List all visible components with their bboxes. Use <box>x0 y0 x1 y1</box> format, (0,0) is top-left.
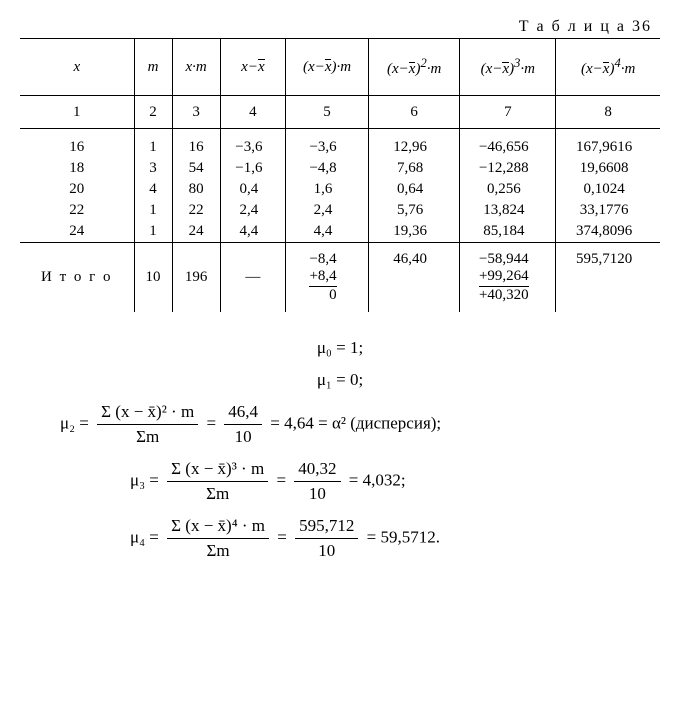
total-c6: 46,40 <box>368 243 459 312</box>
cell: 24 <box>172 221 220 243</box>
table-caption: Т а б л и ц а 36 <box>20 18 660 38</box>
cell: 1 <box>134 129 172 159</box>
cell: 80 <box>172 179 220 200</box>
cell: 19,36 <box>368 221 459 243</box>
cell: 20 <box>20 179 134 200</box>
cell: 22 <box>172 200 220 221</box>
eq-mu3: μ₃ = Σ (x − x̄)³ · mΣm = 40,3210 = 4,032… <box>20 459 660 504</box>
stat-table: x m x·m x−x (x−x)·m (x−x)2·m (x−x)3·m (x… <box>20 38 660 312</box>
cell: −4,8 <box>286 158 369 179</box>
cell: 2,4 <box>220 200 285 221</box>
cell: 3 <box>134 158 172 179</box>
cell: 13,824 <box>460 200 556 221</box>
col-index: 1 <box>20 96 134 129</box>
eq-mu1: μ₁ = 0; <box>20 370 660 390</box>
cell: 0,4 <box>220 179 285 200</box>
formulas-block: μ₀ = 1; μ₁ = 0; μ₂ = Σ (x − x̄)² · mΣm =… <box>20 338 660 561</box>
cell: 5,76 <box>368 200 459 221</box>
cell: 85,184 <box>460 221 556 243</box>
total-label: И т о г о <box>20 243 134 312</box>
col-header: x−x <box>220 39 285 96</box>
cell: 0,256 <box>460 179 556 200</box>
total-m: 10 <box>134 243 172 312</box>
cell: 24 <box>20 221 134 243</box>
total-c7: −58,944 +99,264 +40,320 <box>460 243 556 312</box>
cell: 0,1024 <box>556 179 660 200</box>
cell: −3,6 <box>220 129 285 159</box>
cell: −1,6 <box>220 158 285 179</box>
total-c4: — <box>220 243 285 312</box>
cell: 374,8096 <box>556 221 660 243</box>
col-header: (x−x)·m <box>286 39 369 96</box>
col-index: 3 <box>172 96 220 129</box>
cell: −46,656 <box>460 129 556 159</box>
col-index: 8 <box>556 96 660 129</box>
col-header: (x−x)2·m <box>368 39 459 96</box>
col-index: 2 <box>134 96 172 129</box>
cell: 1 <box>134 221 172 243</box>
col-index: 5 <box>286 96 369 129</box>
cell: 167,9616 <box>556 129 660 159</box>
cell: 4,4 <box>220 221 285 243</box>
table-row: 221222,42,45,7613,82433,1776 <box>20 200 660 221</box>
cell: −12,288 <box>460 158 556 179</box>
cell: 16 <box>20 129 134 159</box>
cell: 22 <box>20 200 134 221</box>
cell: 4 <box>134 179 172 200</box>
eq-mu0: μ₀ = 1; <box>20 338 660 358</box>
table-row: 18354−1,6−4,87,68−12,28819,6608 <box>20 158 660 179</box>
cell: 2,4 <box>286 200 369 221</box>
col-header: m <box>134 39 172 96</box>
col-index: 7 <box>460 96 556 129</box>
cell: 33,1776 <box>556 200 660 221</box>
total-xm: 196 <box>172 243 220 312</box>
cell: 16 <box>172 129 220 159</box>
total-c5: −8,4 +8,4 0 <box>286 243 369 312</box>
col-header: (x−x)3·m <box>460 39 556 96</box>
table-row: 241244,44,419,3685,184374,8096 <box>20 221 660 243</box>
col-header: x·m <box>172 39 220 96</box>
col-header: (x−x)4·m <box>556 39 660 96</box>
cell: 4,4 <box>286 221 369 243</box>
total-c8: 595,7120 <box>556 243 660 312</box>
table-row: 16116−3,6−3,612,96−46,656167,9616 <box>20 129 660 159</box>
col-header: x <box>20 39 134 96</box>
cell: 19,6608 <box>556 158 660 179</box>
col-index: 4 <box>220 96 285 129</box>
cell: 0,64 <box>368 179 459 200</box>
cell: 18 <box>20 158 134 179</box>
col-index: 6 <box>368 96 459 129</box>
cell: 12,96 <box>368 129 459 159</box>
eq-mu2: μ₂ = Σ (x − x̄)² · mΣm = 46,410 = 4,64 =… <box>20 402 660 447</box>
cell: −3,6 <box>286 129 369 159</box>
cell: 54 <box>172 158 220 179</box>
table-row: 204800,41,60,640,2560,1024 <box>20 179 660 200</box>
eq-mu4: μ₄ = Σ (x − x̄)⁴ · mΣm = 595,71210 = 59,… <box>20 516 660 561</box>
cell: 1 <box>134 200 172 221</box>
cell: 1,6 <box>286 179 369 200</box>
cell: 7,68 <box>368 158 459 179</box>
